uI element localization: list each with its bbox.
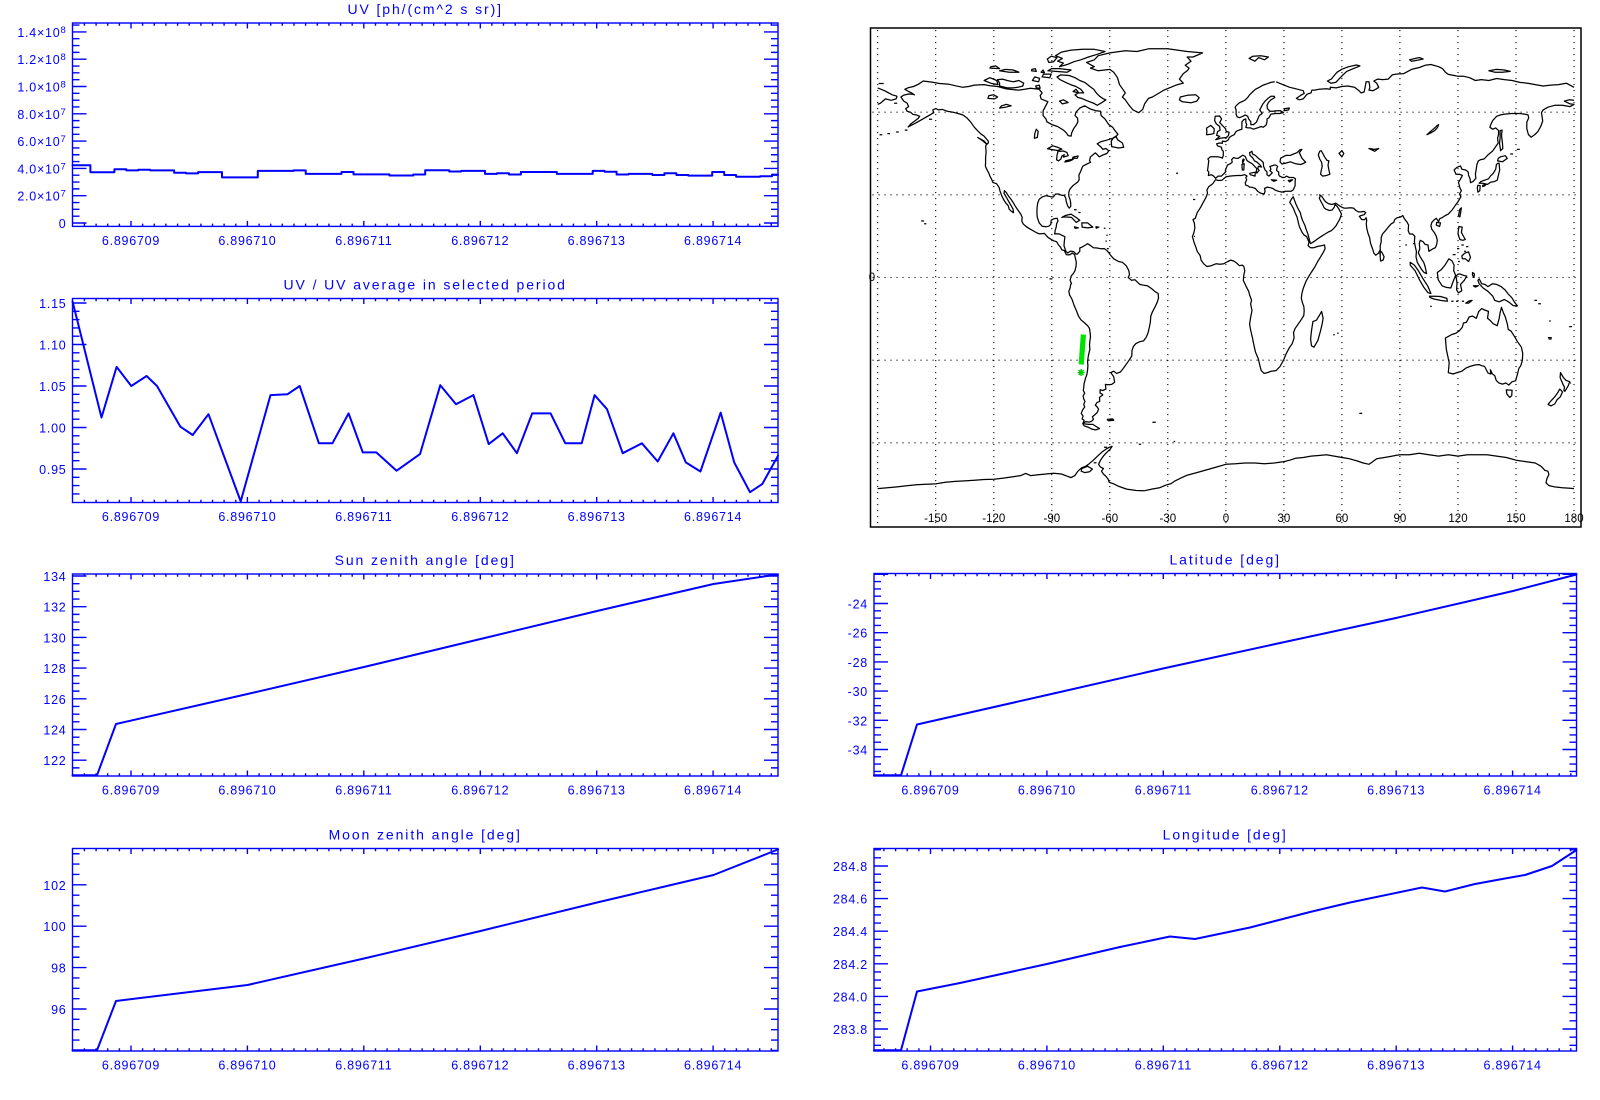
- svg-text:6.896714: 6.896714: [684, 1059, 742, 1073]
- svg-text:60: 60: [1336, 513, 1349, 525]
- svg-text:6.896710: 6.896710: [218, 234, 276, 248]
- svg-text:-26: -26: [848, 627, 868, 641]
- svg-text:UV / UV average in selected pe: UV / UV average in selected period: [284, 277, 567, 293]
- svg-text:6.896712: 6.896712: [451, 784, 509, 798]
- svg-text:6.896711: 6.896711: [1135, 1059, 1192, 1073]
- svg-text:-150: -150: [924, 513, 947, 525]
- svg-text:-32: -32: [848, 714, 868, 728]
- svg-text:96: 96: [51, 1003, 66, 1017]
- svg-text:150: 150: [1506, 513, 1525, 525]
- svg-text:-90: -90: [1043, 513, 1060, 525]
- svg-text:6.896710: 6.896710: [218, 510, 276, 524]
- svg-text:132: 132: [43, 601, 66, 615]
- svg-text:6.896711: 6.896711: [335, 510, 392, 524]
- svg-text:-34: -34: [848, 744, 868, 758]
- svg-text:-30: -30: [1159, 513, 1176, 525]
- svg-text:6.896710: 6.896710: [218, 1059, 276, 1073]
- svg-text:1.00: 1.00: [39, 422, 66, 436]
- svg-text:6.896713: 6.896713: [568, 234, 626, 248]
- svg-text:Longitude [deg]: Longitude [deg]: [1163, 827, 1288, 843]
- svg-text:284.2: 284.2: [833, 958, 868, 972]
- svg-text:6.896711: 6.896711: [1135, 784, 1192, 798]
- svg-text:Sun zenith angle [deg]: Sun zenith angle [deg]: [335, 552, 516, 568]
- svg-text:120: 120: [1448, 513, 1467, 525]
- svg-text:1.10: 1.10: [39, 339, 66, 353]
- svg-text:6.896711: 6.896711: [335, 784, 392, 798]
- svg-text:284.8: 284.8: [833, 860, 868, 874]
- svg-text:6.896713: 6.896713: [568, 510, 626, 524]
- svg-text:130: 130: [43, 631, 66, 645]
- svg-text:-24: -24: [848, 598, 868, 612]
- svg-text:283.8: 283.8: [833, 1023, 868, 1037]
- svg-text:284.0: 284.0: [833, 990, 868, 1004]
- svg-text:-60: -60: [1101, 513, 1118, 525]
- svg-text:0: 0: [1223, 513, 1229, 525]
- svg-text:8.0×107: 8.0×107: [17, 107, 66, 122]
- svg-text:98: 98: [51, 962, 66, 976]
- svg-text:6.896712: 6.896712: [451, 510, 509, 524]
- svg-text:6.896710: 6.896710: [218, 784, 276, 798]
- svg-text:6.896710: 6.896710: [1018, 784, 1076, 798]
- svg-text:90: 90: [1394, 513, 1407, 525]
- svg-text:1.0×108: 1.0×108: [17, 80, 66, 95]
- svg-text:6.896711: 6.896711: [335, 1059, 392, 1073]
- svg-text:0: 0: [869, 272, 875, 284]
- svg-text:6.896714: 6.896714: [684, 784, 742, 798]
- svg-text:1.05: 1.05: [39, 380, 66, 394]
- svg-text:6.896711: 6.896711: [335, 234, 392, 248]
- svg-text:6.896709: 6.896709: [102, 234, 160, 248]
- svg-text:102: 102: [43, 879, 66, 893]
- svg-text:128: 128: [43, 662, 66, 676]
- svg-text:-120: -120: [982, 513, 1005, 525]
- svg-text:6.896709: 6.896709: [901, 784, 959, 798]
- svg-text:284.6: 284.6: [833, 893, 868, 907]
- svg-text:284.4: 284.4: [833, 925, 868, 939]
- svg-text:0: 0: [59, 217, 67, 231]
- svg-text:6.896709: 6.896709: [901, 1059, 959, 1073]
- svg-text:180: 180: [1564, 513, 1583, 525]
- svg-text:100: 100: [43, 920, 66, 934]
- svg-text:6.896709: 6.896709: [102, 510, 160, 524]
- svg-text:6.896712: 6.896712: [1251, 784, 1309, 798]
- svg-text:6.896713: 6.896713: [568, 784, 626, 798]
- svg-text:30: 30: [1278, 513, 1291, 525]
- svg-text:6.896709: 6.896709: [102, 784, 160, 798]
- svg-text:6.896713: 6.896713: [568, 1059, 626, 1073]
- svg-text:6.896709: 6.896709: [102, 1059, 160, 1073]
- svg-text:-28: -28: [848, 656, 868, 670]
- svg-text:122: 122: [43, 754, 66, 768]
- svg-text:1.15: 1.15: [39, 297, 66, 311]
- svg-text:6.896713: 6.896713: [1367, 784, 1425, 798]
- svg-text:126: 126: [43, 693, 66, 707]
- svg-text:6.896712: 6.896712: [451, 1059, 509, 1073]
- svg-text:6.0×107: 6.0×107: [17, 134, 66, 149]
- svg-text:6.896712: 6.896712: [451, 234, 509, 248]
- svg-text:134: 134: [43, 570, 66, 584]
- svg-text:6.896714: 6.896714: [684, 234, 742, 248]
- svg-text:6.896714: 6.896714: [1484, 784, 1542, 798]
- svg-text:UV [ph/(cm^2 s sr)]: UV [ph/(cm^2 s sr)]: [347, 1, 502, 17]
- svg-text:Latitude [deg]: Latitude [deg]: [1169, 552, 1280, 568]
- svg-text:-30: -30: [848, 685, 868, 699]
- svg-text:6.896710: 6.896710: [1018, 1059, 1076, 1073]
- svg-text:1.2×108: 1.2×108: [17, 52, 66, 67]
- svg-text:Moon zenith angle [deg]: Moon zenith angle [deg]: [329, 827, 522, 843]
- svg-text:0.95: 0.95: [39, 463, 66, 477]
- svg-text:6.896714: 6.896714: [1484, 1059, 1542, 1073]
- svg-text:124: 124: [43, 724, 66, 738]
- svg-text:6.896713: 6.896713: [1367, 1059, 1425, 1073]
- svg-text:1.4×108: 1.4×108: [17, 25, 66, 40]
- svg-text:6.896714: 6.896714: [684, 510, 742, 524]
- svg-text:2.0×107: 2.0×107: [17, 189, 66, 204]
- svg-text:6.896712: 6.896712: [1251, 1059, 1309, 1073]
- svg-text:4.0×107: 4.0×107: [17, 161, 66, 176]
